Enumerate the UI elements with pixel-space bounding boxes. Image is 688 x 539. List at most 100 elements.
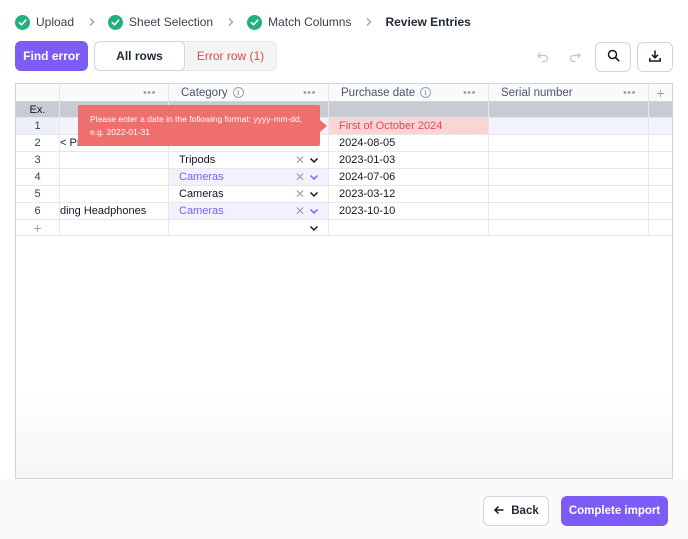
info-icon[interactable]: i <box>232 87 244 98</box>
clear-icon[interactable]: ✕ <box>294 204 305 218</box>
chevron-down-icon[interactable] <box>308 171 320 183</box>
plus-icon: + <box>33 220 42 236</box>
clear-icon[interactable]: ✕ <box>294 187 305 201</box>
row-number: 4 <box>16 169 60 186</box>
row-number: 2 <box>16 135 60 152</box>
purchase-date-cell[interactable]: 2024-08-05 <box>329 135 489 152</box>
back-label: Back <box>511 505 539 517</box>
download-button[interactable] <box>637 42 673 72</box>
chevron-down-icon[interactable] <box>308 188 320 200</box>
search-icon <box>607 49 620 65</box>
empty-cell[interactable] <box>60 220 169 236</box>
redo-icon[interactable] <box>566 48 584 66</box>
row-number: 6 <box>16 203 60 220</box>
grid-header-row: ••• Category i ••• Purchase date i ••• Seria… <box>16 84 672 102</box>
purchase-date-cell[interactable]: 2024-07-06 <box>329 169 489 186</box>
name-cell[interactable] <box>60 186 169 203</box>
step-label: Upload <box>36 15 75 29</box>
column-header[interactable]: ••• <box>60 84 169 102</box>
column-menu-icon[interactable]: ••• <box>462 87 476 99</box>
table-row[interactable]: 4 Cameras ✕ 2024-07-06 <box>16 169 672 186</box>
step-sheet-selection: Sheet Selection <box>108 14 214 30</box>
clear-icon[interactable]: ✕ <box>294 170 305 184</box>
column-header-category[interactable]: Category i ••• <box>169 84 329 102</box>
complete-import-button[interactable]: Complete import <box>561 496 668 526</box>
row-end-cell <box>649 186 672 203</box>
table-row[interactable]: 6 ding Headphones Cameras ✕ 2023-10-10 <box>16 203 672 220</box>
find-error-button[interactable]: Find error <box>15 41 88 71</box>
empty-cell[interactable] <box>489 220 649 236</box>
table-row[interactable]: 3 Tripods ✕ 2023-01-03 <box>16 152 672 169</box>
column-menu-icon[interactable]: ••• <box>142 87 156 99</box>
header-corner <box>16 84 60 102</box>
download-icon <box>648 49 662 66</box>
chevron-right-icon <box>88 17 96 27</box>
step-match-columns: Match Columns <box>247 14 352 30</box>
row-end-cell <box>649 152 672 169</box>
row-end-cell <box>649 118 672 135</box>
table-row[interactable]: 5 Cameras ✕ 2023-03-12 <box>16 186 672 203</box>
chevron-down-icon[interactable] <box>308 205 320 217</box>
plus-icon: + <box>656 84 665 101</box>
row-number: 3 <box>16 152 60 169</box>
example-cell <box>489 102 649 118</box>
row-end-cell <box>649 135 672 152</box>
check-circle-icon <box>247 14 263 30</box>
step-label: Match Columns <box>268 15 352 29</box>
purchase-date-cell[interactable]: 2023-03-12 <box>329 186 489 203</box>
empty-cell[interactable] <box>329 220 489 236</box>
serial-number-cell[interactable] <box>489 118 649 135</box>
category-select[interactable]: Cameras ✕ <box>169 186 329 203</box>
error-tooltip-text: Please enter a date in the following for… <box>90 114 303 137</box>
category-select[interactable]: Cameras ✕ <box>169 203 329 220</box>
column-menu-icon[interactable]: ••• <box>622 87 636 99</box>
info-icon[interactable]: i <box>420 87 432 98</box>
column-menu-icon[interactable]: ••• <box>302 87 316 99</box>
error-tooltip: Please enter a date in the following for… <box>78 105 327 146</box>
purchase-date-cell-error[interactable]: First of October 2024 <box>329 118 489 135</box>
arrow-left-icon <box>493 504 505 519</box>
category-select[interactable]: Cameras ✕ <box>169 169 329 186</box>
step-label: Sheet Selection <box>129 15 214 29</box>
column-header-serial-number[interactable]: Serial number ••• <box>489 84 649 102</box>
row-end-cell <box>649 203 672 220</box>
purchase-date-cell[interactable]: 2023-01-03 <box>329 152 489 169</box>
back-button[interactable]: Back <box>483 496 549 526</box>
step-review-entries: Review Entries <box>385 15 470 29</box>
row-end-cell <box>649 220 672 236</box>
row-end-cell <box>649 169 672 186</box>
row-number: 5 <box>16 186 60 203</box>
check-circle-icon <box>108 14 124 30</box>
name-cell[interactable] <box>60 152 169 169</box>
example-cell <box>649 102 672 118</box>
add-row[interactable]: + <box>16 220 672 236</box>
serial-number-cell[interactable] <box>489 152 649 169</box>
add-column-button[interactable]: + <box>649 84 672 102</box>
serial-number-cell[interactable] <box>489 169 649 186</box>
check-circle-icon <box>15 14 30 30</box>
clear-icon[interactable]: ✕ <box>294 153 305 167</box>
row-filter-toggle: All rows Error row (1) <box>94 41 277 71</box>
category-select[interactable]: Tripods ✕ <box>169 152 329 169</box>
category-cell[interactable] <box>169 135 329 152</box>
search-button[interactable] <box>595 42 631 72</box>
serial-number-cell[interactable] <box>489 203 649 220</box>
serial-number-cell[interactable] <box>489 135 649 152</box>
purchase-date-cell[interactable]: 2023-10-10 <box>329 203 489 220</box>
name-cell[interactable] <box>60 169 169 186</box>
chevron-right-icon <box>227 17 235 27</box>
chevron-down-icon[interactable] <box>308 222 320 234</box>
name-cell[interactable]: ding Headphones <box>60 203 169 220</box>
add-row-button[interactable]: + <box>16 220 60 236</box>
serial-number-cell[interactable] <box>489 186 649 203</box>
grid-fade <box>16 388 672 478</box>
filter-all-rows-button[interactable]: All rows <box>94 41 185 71</box>
chevron-down-icon[interactable] <box>308 154 320 166</box>
table-row[interactable]: 2 < Pr 2024-08-05 <box>16 135 672 152</box>
chevron-right-icon <box>365 17 373 27</box>
row-number: 1 <box>16 118 60 135</box>
column-header-purchase-date[interactable]: Purchase date i ••• <box>329 84 489 102</box>
filter-error-rows-button[interactable]: Error row (1) <box>196 49 265 63</box>
undo-icon[interactable] <box>534 48 552 66</box>
category-select[interactable] <box>169 220 329 236</box>
